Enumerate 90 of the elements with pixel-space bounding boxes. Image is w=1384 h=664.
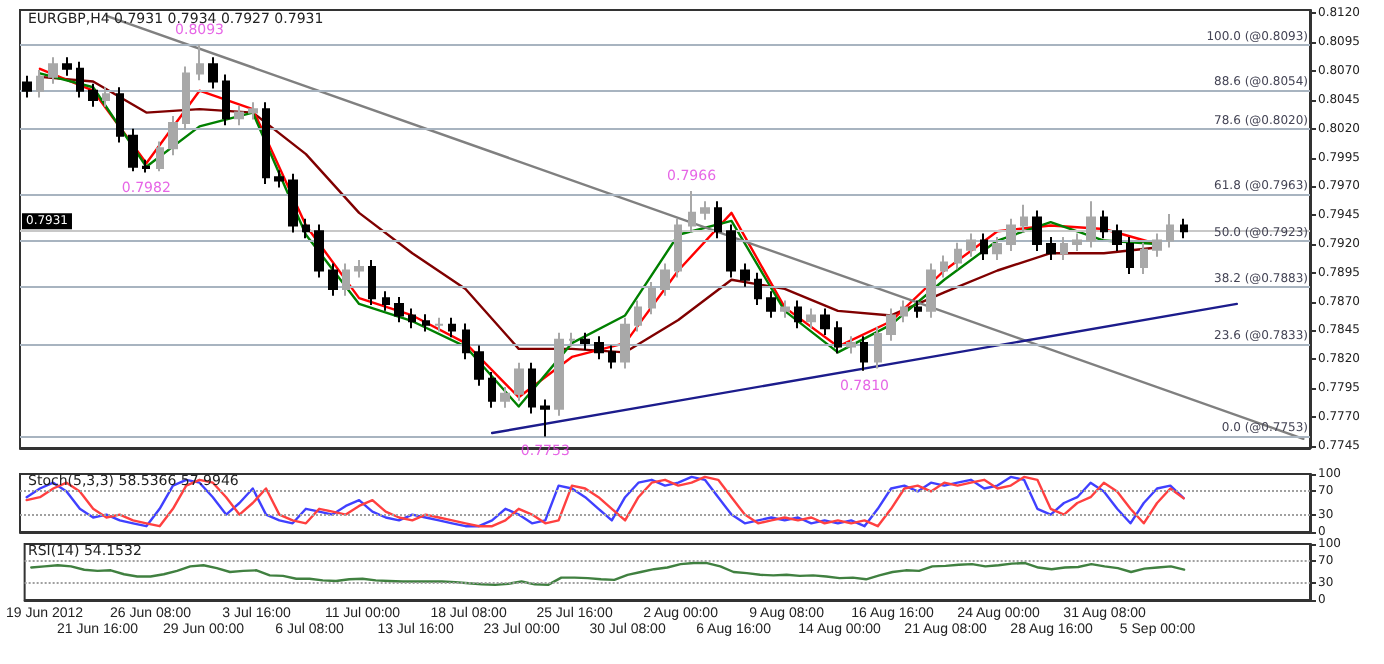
candlestick: [116, 86, 124, 144]
candlestick: [182, 65, 190, 131]
candlestick: [634, 299, 642, 333]
candlestick: [76, 60, 84, 99]
candlestick: [1060, 236, 1068, 262]
candlestick: [674, 217, 682, 279]
line-series: [25, 475, 1185, 528]
candlestick: [48, 56, 58, 85]
candlestick: [314, 223, 324, 279]
candlestick: [992, 236, 1002, 262]
candlestick: [726, 223, 736, 279]
candlestick: [36, 68, 44, 99]
candlestick: [860, 335, 868, 372]
candlestick: [886, 307, 896, 342]
candlestick: [900, 299, 908, 324]
candlestick: [156, 140, 164, 173]
candlestick: [568, 331, 576, 348]
candlestick: [620, 316, 630, 370]
candlestick: [794, 299, 802, 330]
candlestick: [1140, 241, 1148, 275]
candlestick: [274, 169, 284, 189]
candlestick: [1126, 236, 1134, 275]
candlestick: [648, 281, 656, 316]
candlestick: [302, 217, 310, 240]
candlestick: [846, 335, 856, 355]
candlestick: [1006, 217, 1016, 252]
candlestick: [914, 299, 922, 319]
candlestick: [248, 101, 258, 121]
candlestick: [394, 296, 404, 324]
candlestick: [660, 262, 670, 297]
candlestick: [422, 313, 430, 333]
candlestick: [580, 331, 590, 352]
candlestick: [594, 335, 604, 361]
candlestick: [1112, 223, 1122, 252]
candlestick: [1152, 232, 1162, 258]
candlestick: [22, 74, 32, 99]
candlestick: [754, 271, 762, 307]
candlestick: [608, 344, 616, 370]
candlestick: [834, 320, 842, 355]
candlestick: [102, 86, 110, 108]
candlestick: [740, 262, 750, 288]
candlestick: [288, 172, 298, 234]
candlestick: [196, 43, 204, 82]
candlestick: [954, 241, 962, 271]
candlestick: [966, 232, 976, 258]
candlestick: [806, 307, 816, 330]
candlestick: [980, 232, 988, 262]
candlestick: [62, 56, 72, 77]
candlestick: [874, 325, 882, 370]
candlestick: [1086, 200, 1096, 249]
candlestick: [780, 299, 790, 319]
candlestick: [700, 200, 710, 221]
candlestick: [222, 73, 230, 127]
candlestick: [1020, 203, 1028, 234]
candlestick: [382, 290, 390, 312]
candlestick: [1032, 209, 1042, 252]
candlestick: [528, 361, 536, 415]
candlestick: [766, 290, 776, 319]
candlestick: [168, 115, 178, 157]
candlestick: [554, 331, 564, 417]
candlestick: [1072, 232, 1082, 252]
candlestick: [474, 344, 484, 387]
candlestick: [926, 262, 936, 319]
candlestick: [234, 104, 244, 127]
candlestick: [128, 127, 138, 173]
candlestick: [462, 322, 470, 361]
candlestick: [142, 158, 150, 174]
candlestick: [1166, 213, 1174, 249]
candlestick: [488, 370, 496, 409]
candlestick: [940, 254, 948, 279]
candlestick: [688, 189, 696, 234]
candlestick: [262, 101, 270, 186]
candlestick: [714, 200, 722, 240]
candlestick: [820, 307, 830, 337]
candlestick: [514, 361, 524, 402]
candlestick: [434, 316, 444, 333]
candlestick: [448, 316, 456, 339]
candlestick: [1180, 217, 1188, 240]
candlestick: [1046, 236, 1056, 262]
candlestick: [354, 259, 364, 279]
line-series: [30, 561, 1186, 587]
candlestick: [408, 307, 416, 330]
candlestick: [540, 398, 550, 438]
candlestick: [342, 262, 350, 297]
candlestick: [88, 82, 98, 108]
candlestick: [328, 262, 338, 297]
candlestick: [208, 56, 218, 90]
candlestick: [368, 259, 376, 307]
candlestick: [1100, 209, 1108, 240]
candlestick: [500, 385, 510, 409]
